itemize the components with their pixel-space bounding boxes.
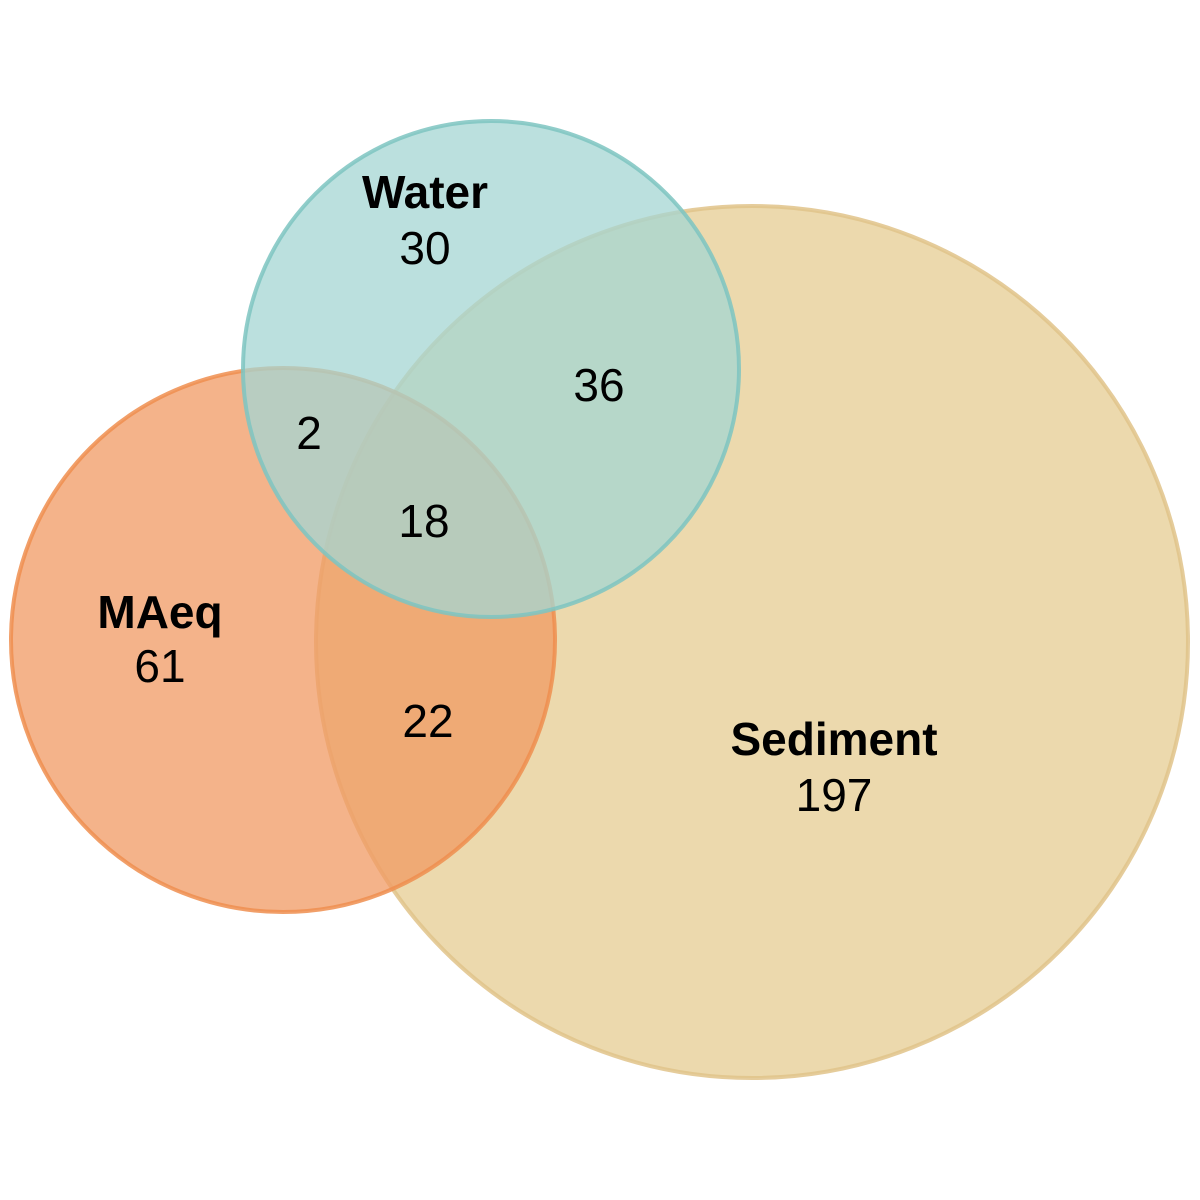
sediment-label: Sediment: [730, 713, 937, 765]
water-label: Water: [362, 166, 488, 218]
water-only-count: 30: [399, 222, 450, 274]
water-circle: [241, 119, 741, 619]
maeq-sediment-count: 22: [402, 695, 453, 747]
sediment-only-count: 197: [796, 769, 873, 821]
water-maeq-count: 2: [296, 407, 322, 459]
maeq-only-count: 61: [134, 640, 185, 692]
all-three-count: 18: [398, 495, 449, 547]
maeq-label: MAeq: [97, 586, 222, 638]
water-sediment-count: 36: [573, 359, 624, 411]
